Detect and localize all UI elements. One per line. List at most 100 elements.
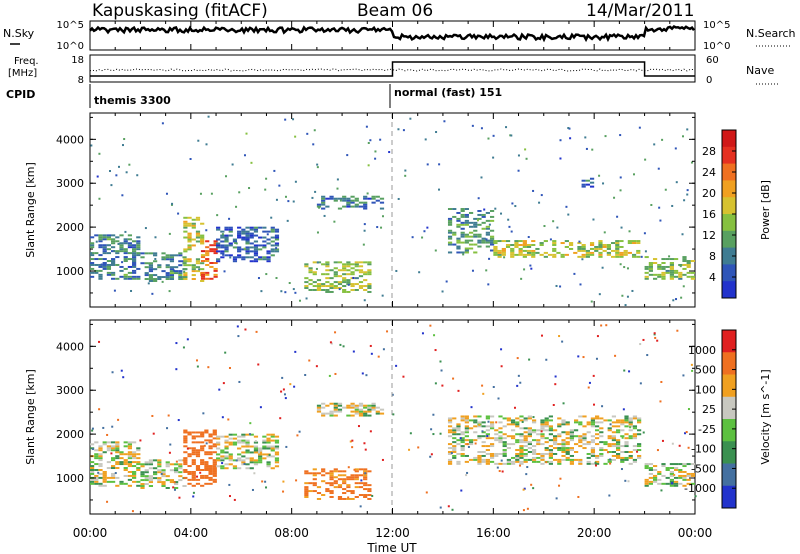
data-cell bbox=[611, 439, 617, 442]
data-cell bbox=[123, 474, 128, 477]
data-cell bbox=[565, 451, 570, 453]
data-cell bbox=[144, 483, 149, 486]
data-cell bbox=[111, 425, 114, 428]
data-cell bbox=[183, 260, 188, 263]
colorbar-segment bbox=[722, 264, 736, 282]
data-cell bbox=[196, 475, 199, 478]
data-cell bbox=[350, 283, 355, 286]
data-cell bbox=[493, 242, 498, 245]
data-cell bbox=[232, 467, 238, 470]
data-cell bbox=[669, 463, 674, 466]
data-cell bbox=[191, 431, 196, 434]
data-cell bbox=[452, 449, 457, 452]
data-cell bbox=[111, 271, 116, 274]
data-cell bbox=[367, 285, 372, 288]
data-cell bbox=[183, 226, 188, 229]
data-cell bbox=[232, 240, 238, 243]
data-cell bbox=[358, 201, 364, 204]
data-cell bbox=[367, 261, 372, 264]
data-cell bbox=[293, 385, 296, 388]
data-cell bbox=[434, 382, 437, 385]
data-cell bbox=[367, 406, 372, 409]
data-cell bbox=[98, 275, 103, 278]
data-cell bbox=[574, 421, 579, 424]
data-cell bbox=[187, 470, 192, 473]
data-cell bbox=[245, 443, 250, 446]
data-cell bbox=[350, 289, 355, 291]
data-cell bbox=[346, 265, 351, 268]
data-cell bbox=[98, 340, 101, 343]
data-cell bbox=[477, 235, 482, 238]
data-cell bbox=[350, 406, 355, 409]
data-cell bbox=[665, 476, 670, 479]
data-cell bbox=[90, 271, 95, 274]
data-cell bbox=[270, 439, 275, 442]
data-cell bbox=[274, 435, 280, 438]
data-cell bbox=[115, 449, 120, 452]
data-cell bbox=[585, 253, 590, 256]
data-cell bbox=[609, 423, 612, 426]
data-cell bbox=[212, 443, 217, 446]
data-cell bbox=[506, 423, 511, 426]
data-cell bbox=[611, 451, 617, 453]
data-cell bbox=[452, 215, 457, 218]
data-cell bbox=[216, 447, 221, 450]
data-cell bbox=[682, 476, 687, 479]
data-cell bbox=[620, 458, 625, 461]
data-cell bbox=[222, 382, 225, 385]
data-cell bbox=[245, 248, 250, 251]
data-cell bbox=[616, 454, 621, 457]
data-cell bbox=[665, 265, 670, 268]
data-cell bbox=[132, 457, 137, 460]
freq-label: Freq. bbox=[14, 56, 39, 67]
data-cell bbox=[102, 478, 107, 481]
data-cell bbox=[485, 238, 488, 241]
data-cell bbox=[337, 197, 343, 200]
data-cell bbox=[464, 429, 469, 432]
data-cell bbox=[316, 205, 322, 208]
data-cell bbox=[253, 441, 259, 444]
data-cell bbox=[481, 215, 486, 218]
data-cell bbox=[577, 247, 582, 250]
data-cell bbox=[144, 262, 149, 265]
data-cell bbox=[498, 421, 503, 424]
data-cell bbox=[363, 484, 368, 487]
noise-tick-right-bottom: 10^0 bbox=[703, 41, 730, 52]
data-cell bbox=[510, 249, 515, 252]
data-cell bbox=[395, 269, 398, 272]
data-cell bbox=[607, 445, 612, 448]
data-cell bbox=[245, 256, 250, 259]
data-cell bbox=[485, 452, 490, 455]
data-cell bbox=[241, 232, 246, 235]
data-cell bbox=[308, 472, 313, 475]
data-cell bbox=[262, 439, 267, 442]
data-cell bbox=[364, 472, 367, 475]
data-cell bbox=[329, 414, 334, 417]
data-cell bbox=[489, 243, 495, 246]
data-cell bbox=[338, 288, 341, 291]
data-cell bbox=[195, 431, 201, 434]
data-cell bbox=[106, 447, 112, 450]
data-cell bbox=[102, 250, 107, 253]
data-cell bbox=[652, 480, 658, 483]
data-cell bbox=[249, 445, 254, 448]
data-cell bbox=[337, 283, 343, 286]
velocity-data-cells bbox=[90, 324, 697, 513]
data-cell bbox=[669, 484, 674, 487]
data-cell bbox=[224, 250, 229, 253]
data-cell bbox=[626, 295, 629, 298]
data-cell bbox=[258, 453, 263, 456]
data-cell bbox=[369, 430, 372, 433]
data-cell bbox=[204, 465, 209, 468]
data-cell bbox=[653, 333, 656, 336]
data-cell bbox=[221, 416, 224, 419]
data-cell bbox=[337, 478, 343, 481]
data-cell bbox=[548, 456, 553, 459]
data-cell bbox=[598, 293, 601, 296]
data-cell bbox=[216, 441, 221, 444]
data-cell bbox=[648, 469, 653, 471]
data-cell bbox=[552, 458, 558, 461]
data-cell bbox=[610, 242, 616, 245]
data-cell bbox=[282, 480, 285, 483]
data-cell bbox=[581, 245, 586, 248]
